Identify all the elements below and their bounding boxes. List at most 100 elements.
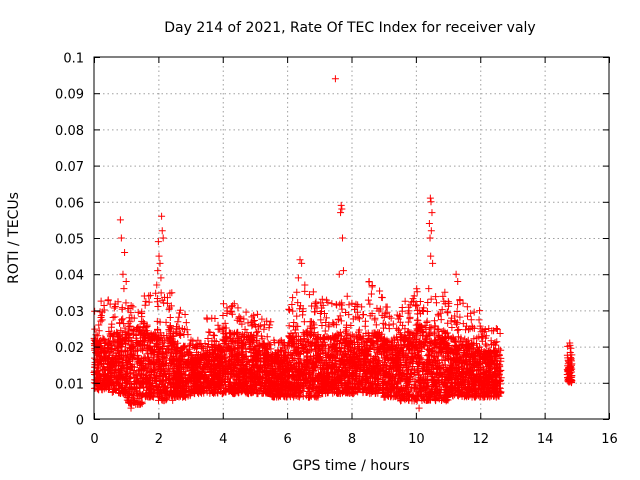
data-point	[166, 304, 174, 312]
data-point	[285, 305, 293, 313]
data-point	[128, 391, 136, 399]
data-point	[94, 385, 102, 393]
data-point	[143, 377, 151, 385]
data-point	[109, 333, 117, 341]
data-point	[107, 372, 115, 380]
data-point	[154, 396, 162, 404]
data-point	[155, 351, 163, 359]
data-point	[163, 376, 171, 384]
data-point	[122, 386, 130, 394]
data-point	[125, 374, 133, 382]
data-point	[111, 337, 119, 345]
data-point	[117, 335, 125, 343]
data-point	[146, 380, 154, 388]
data-point	[107, 360, 115, 368]
data-point	[182, 319, 190, 327]
data-point	[157, 367, 165, 375]
data-point	[162, 318, 170, 326]
data-point	[133, 337, 141, 345]
data-point	[164, 342, 172, 350]
data-point	[366, 300, 374, 308]
data-point	[130, 398, 138, 406]
data-point	[124, 304, 132, 312]
data-point	[127, 302, 135, 310]
data-point	[347, 321, 355, 329]
data-point	[332, 300, 340, 308]
data-point	[203, 314, 211, 322]
data-point	[98, 316, 106, 324]
data-point	[355, 315, 363, 323]
data-point	[119, 315, 127, 323]
data-point	[104, 296, 112, 304]
data-point	[130, 380, 138, 388]
data-point	[165, 327, 173, 335]
data-point	[119, 379, 127, 387]
data-point	[174, 367, 182, 375]
data-point	[376, 287, 384, 295]
data-point	[100, 365, 108, 373]
data-point	[99, 334, 107, 342]
data-point	[161, 293, 169, 301]
data-point	[112, 352, 120, 360]
data-point	[142, 297, 150, 305]
data-point	[343, 292, 351, 300]
data-point	[140, 364, 148, 372]
data-point	[157, 289, 165, 297]
data-point	[153, 298, 161, 306]
data-point	[91, 325, 99, 333]
data-point	[165, 374, 173, 382]
data-point	[180, 342, 188, 350]
data-point	[134, 308, 142, 316]
data-point	[150, 345, 158, 353]
data-point	[194, 336, 202, 344]
data-point	[110, 368, 118, 376]
data-point	[158, 377, 166, 385]
data-point	[126, 341, 134, 349]
data-point	[110, 331, 118, 339]
data-point	[416, 298, 424, 306]
data-point	[94, 350, 102, 358]
data-point	[101, 374, 109, 382]
data-point	[361, 322, 369, 330]
data-point	[123, 351, 131, 359]
data-point	[130, 363, 138, 371]
data-point	[111, 313, 119, 321]
data-point	[161, 369, 169, 377]
data-point	[102, 353, 110, 361]
data-point	[123, 380, 131, 388]
data-point	[166, 360, 174, 368]
data-point	[174, 318, 182, 326]
data-point	[113, 343, 121, 351]
data-point	[129, 303, 137, 311]
data-point	[137, 399, 145, 407]
data-point	[164, 384, 172, 392]
data-point	[185, 345, 193, 353]
data-point	[127, 309, 135, 317]
data-point	[111, 361, 119, 369]
data-point	[318, 322, 326, 330]
data-point	[110, 304, 118, 312]
data-point	[108, 320, 116, 328]
data-point	[328, 300, 336, 308]
data-point	[367, 290, 375, 298]
data-point	[118, 358, 126, 366]
data-point	[140, 365, 148, 373]
data-point	[220, 300, 228, 308]
data-point	[322, 314, 330, 322]
data-point	[100, 336, 108, 344]
data-point	[289, 307, 297, 315]
data-point	[124, 394, 132, 402]
data-point	[130, 327, 138, 335]
data-point	[406, 313, 414, 321]
data-point	[299, 311, 307, 319]
data-point	[159, 345, 167, 353]
data-point	[143, 389, 151, 397]
data-point	[117, 326, 125, 334]
data-point	[150, 361, 158, 369]
data-point	[177, 352, 185, 360]
data-point	[116, 319, 124, 327]
data-point	[98, 308, 106, 316]
data-point	[154, 303, 162, 311]
data-point	[141, 301, 149, 309]
data-point	[146, 359, 154, 367]
